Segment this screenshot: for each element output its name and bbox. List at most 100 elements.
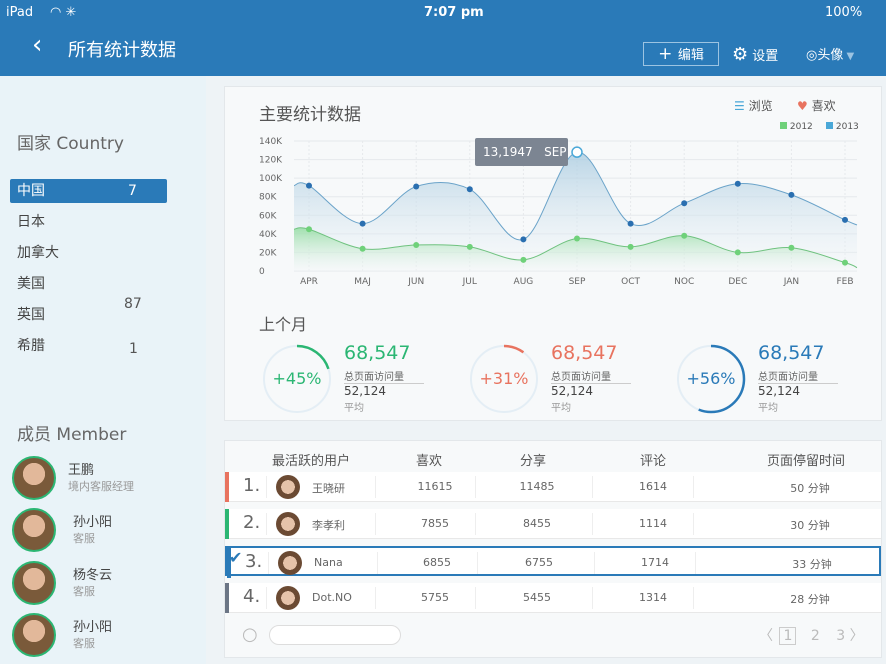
- wifi-icon: ◠ ✳: [50, 5, 77, 20]
- column-header: 分享: [520, 454, 547, 469]
- kpi-label: 总页面访问量: [758, 368, 838, 384]
- rank: 1.: [243, 475, 261, 496]
- x-tick-label: SEP: [569, 277, 586, 287]
- kpi-label: 总页面访问量: [551, 368, 631, 384]
- page-3[interactable]: 3: [836, 628, 846, 644]
- divider: [695, 552, 696, 574]
- y-tick-label: 40K: [259, 230, 277, 240]
- progress-arc: [262, 344, 332, 414]
- rank: 3.: [245, 551, 263, 572]
- y-tick-label: 0: [259, 267, 265, 277]
- x-tick-label: JAN: [783, 277, 799, 287]
- rank: 2.: [243, 512, 261, 533]
- battery-label: 100%: [825, 5, 863, 20]
- y-tick-label: 120K: [259, 156, 283, 166]
- search-icon[interactable]: ○: [242, 624, 258, 645]
- tooltip-label: SEP: [544, 145, 567, 159]
- kpi-avg-label: 平均: [551, 403, 571, 414]
- checkmark-icon: ✔: [229, 548, 243, 567]
- table-row[interactable]: ✔ 3. Nana 6855 6755 1714 33 分钟: [225, 546, 881, 578]
- series-area-2012: [294, 227, 857, 271]
- shares: 5455: [523, 591, 551, 604]
- y-tick-label: 60K: [259, 211, 277, 221]
- settings-button[interactable]: ⚙ 设置: [732, 44, 778, 65]
- data-point: [842, 259, 848, 266]
- shares: 8455: [523, 517, 551, 530]
- table-row[interactable]: 2. 李孝利 7855 8455 1114 30 分钟: [225, 509, 881, 539]
- progress-ring: [262, 344, 332, 414]
- table-row[interactable]: 4. Dot.NO 5755 5455 1314 28 分钟: [225, 583, 881, 613]
- divider: [592, 587, 593, 609]
- divider: [693, 587, 694, 609]
- y-tick-label: 100K: [259, 174, 283, 184]
- country-china[interactable]: 中国 7: [10, 179, 167, 203]
- divider: [693, 476, 694, 498]
- edit-label: 编辑: [677, 48, 704, 63]
- user-name: Nana: [314, 556, 343, 569]
- y-tick-label: 80K: [259, 193, 277, 203]
- kpi-item: +56% 68,547 总页面访问量 52,124 平均: [676, 342, 876, 419]
- kpi-label: 总页面访问量: [344, 368, 424, 384]
- country-canada[interactable]: 加拿大: [17, 245, 59, 261]
- table-row[interactable]: 1. 王晓研 11615 11485 1614 50 分钟: [225, 472, 881, 502]
- data-point: [627, 243, 634, 250]
- list-icon: ☰: [734, 99, 745, 113]
- toggle-browse[interactable]: ☰ 浏览: [734, 97, 773, 114]
- data-point: [681, 232, 688, 239]
- member-role: 境内客服经理: [68, 480, 134, 493]
- country-title: 国家 Country: [17, 134, 124, 154]
- likes: 11615: [417, 480, 453, 493]
- settings-label: 设置: [752, 49, 779, 64]
- divider: [375, 513, 376, 535]
- data-point: [734, 249, 741, 256]
- country-japan[interactable]: 日本: [17, 214, 45, 230]
- toggle-like[interactable]: ♥ 喜欢: [797, 97, 836, 114]
- country-usa[interactable]: 美国: [17, 276, 45, 292]
- back-chevron-icon[interactable]: ‹: [32, 30, 43, 60]
- x-tick-label: AUG: [514, 277, 534, 287]
- rank-color-bar: [225, 509, 229, 539]
- rank-color-bar: [227, 548, 231, 578]
- comments: 1314: [639, 591, 667, 604]
- data-point: [681, 200, 688, 207]
- divider: [266, 513, 267, 535]
- country-uk[interactable]: 英国: [17, 307, 45, 323]
- next-page-icon[interactable]: 〉: [849, 628, 864, 644]
- page-2[interactable]: 2: [810, 628, 820, 644]
- avatar-label: 头像: [817, 48, 844, 63]
- time-on-page: 50 分钟: [790, 482, 830, 495]
- legend-swatch: [826, 122, 833, 129]
- member-role: 客服: [73, 532, 95, 545]
- progress-arc: [469, 344, 539, 414]
- user-icon: ◎: [806, 48, 818, 63]
- x-tick-label: NOC: [674, 277, 694, 287]
- prev-page-icon[interactable]: 〈: [759, 628, 773, 644]
- data-point: [306, 226, 312, 233]
- area-chart: 0 20K 40K 60K 80K 100K 120K 140K APR MAJ JUN JUL AUG…: [259, 137, 858, 287]
- page-1[interactable]: 1: [779, 627, 797, 645]
- country-count: 7: [128, 183, 137, 199]
- avatar-menu-button[interactable]: ◎头像 ▼: [806, 44, 854, 63]
- kpi-avg: 52,124: [758, 384, 800, 398]
- x-tick-label: JUN: [407, 277, 424, 287]
- time-on-page: 28 分钟: [790, 593, 830, 606]
- kpi-item: +31% 68,547 总页面访问量 52,124 平均: [469, 342, 669, 419]
- kpi-percent: +45%: [272, 369, 322, 388]
- progress-arc: [676, 344, 746, 414]
- country-greece[interactable]: 希腊: [17, 338, 45, 354]
- divider: [377, 552, 378, 574]
- data-point: [842, 216, 848, 223]
- rank: 4.: [243, 586, 261, 607]
- search-input[interactable]: [269, 625, 401, 645]
- plus-icon: +: [658, 44, 678, 64]
- toggle-label: 浏览: [748, 99, 773, 113]
- data-point: [359, 220, 366, 227]
- edit-button[interactable]: + 编辑: [643, 42, 719, 66]
- legend-2013: 2013: [826, 122, 859, 132]
- divider: [475, 476, 476, 498]
- heart-icon: ♥: [797, 99, 808, 113]
- top-bar: iPad ◠ ✳ 7:07 pm 100% ‹ 所有统计数据 + 编辑 ⚙ 设置…: [0, 0, 886, 76]
- data-point: [788, 244, 795, 251]
- data-point: [359, 245, 366, 252]
- last-month-title: 上个月: [259, 315, 308, 334]
